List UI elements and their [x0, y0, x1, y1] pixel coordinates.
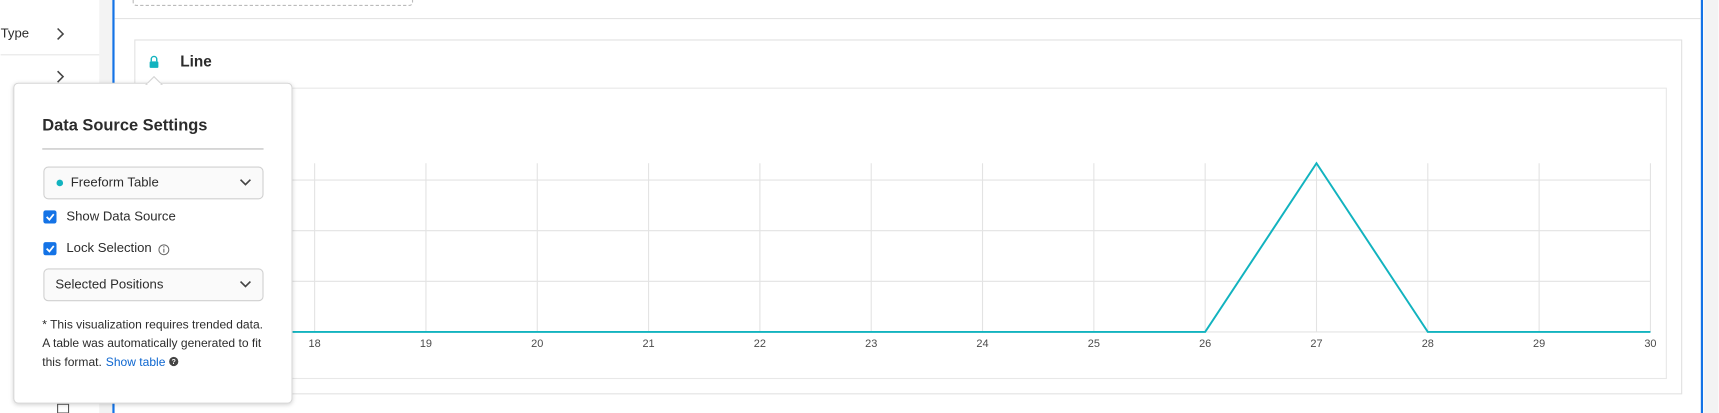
- checkbox[interactable]: [43, 210, 57, 224]
- popover: Data Source Settings Freeform Table Show…: [13, 75, 293, 404]
- checkbox-label: Lock Selection: [66, 240, 151, 255]
- info-icon[interactable]: [158, 244, 170, 256]
- x-tick-label: 20: [531, 338, 543, 350]
- dropdown-value: Freeform Table: [71, 174, 159, 189]
- x-tick-label: 30: [1644, 338, 1656, 350]
- help-icon[interactable]: ?: [169, 356, 179, 367]
- checkbox-label: Show Data Source: [66, 208, 175, 223]
- check: [46, 245, 55, 253]
- x-tick-label: 27: [1310, 338, 1322, 350]
- drop-zone[interactable]: [132, 0, 414, 7]
- x-tick-label: 25: [1088, 338, 1100, 350]
- x-tick-label: 23: [865, 338, 877, 350]
- x-tick-label: 24: [976, 338, 988, 350]
- x-tick-label: 29: [1533, 338, 1545, 350]
- chevron[interactable]: [239, 280, 251, 288]
- card-title: Line: [180, 53, 212, 70]
- lock-icon[interactable]: [149, 55, 159, 68]
- chevron[interactable]: [239, 179, 251, 186]
- dropdown-value: Selected Positions: [55, 276, 163, 291]
- x-tick-label: 22: [754, 338, 766, 350]
- source-dot: [56, 179, 64, 187]
- svg-text:?: ?: [172, 358, 176, 366]
- chevron[interactable]: [57, 27, 65, 40]
- icon[interactable]: [57, 403, 70, 413]
- chevron[interactable]: [57, 70, 65, 83]
- check: [46, 213, 55, 221]
- dropdown[interactable]: [43, 268, 264, 302]
- line-series: [203, 161, 1651, 333]
- x-tick-label: 18: [309, 338, 321, 350]
- x-tick-label: 19: [420, 338, 432, 350]
- x-tick-label: 28: [1422, 338, 1434, 350]
- note-line: this format.: [42, 355, 102, 369]
- note-line: * This visualization requires trended da…: [42, 318, 263, 332]
- link[interactable]: Show table: [106, 355, 166, 369]
- chart: 1718192021222324252627282930: [197, 161, 1657, 350]
- sidebar-item[interactable]: Type: [1, 25, 29, 40]
- gutter: [1704, 0, 1719, 413]
- card: [134, 39, 1683, 395]
- x-tick-label: 21: [642, 338, 654, 350]
- dropdown[interactable]: [43, 166, 264, 200]
- x-tick-label: 26: [1199, 338, 1211, 350]
- note-line: A table was automatically generated to f…: [42, 336, 262, 350]
- checkbox[interactable]: [43, 242, 57, 256]
- popover-title: Data Source Settings: [42, 116, 207, 134]
